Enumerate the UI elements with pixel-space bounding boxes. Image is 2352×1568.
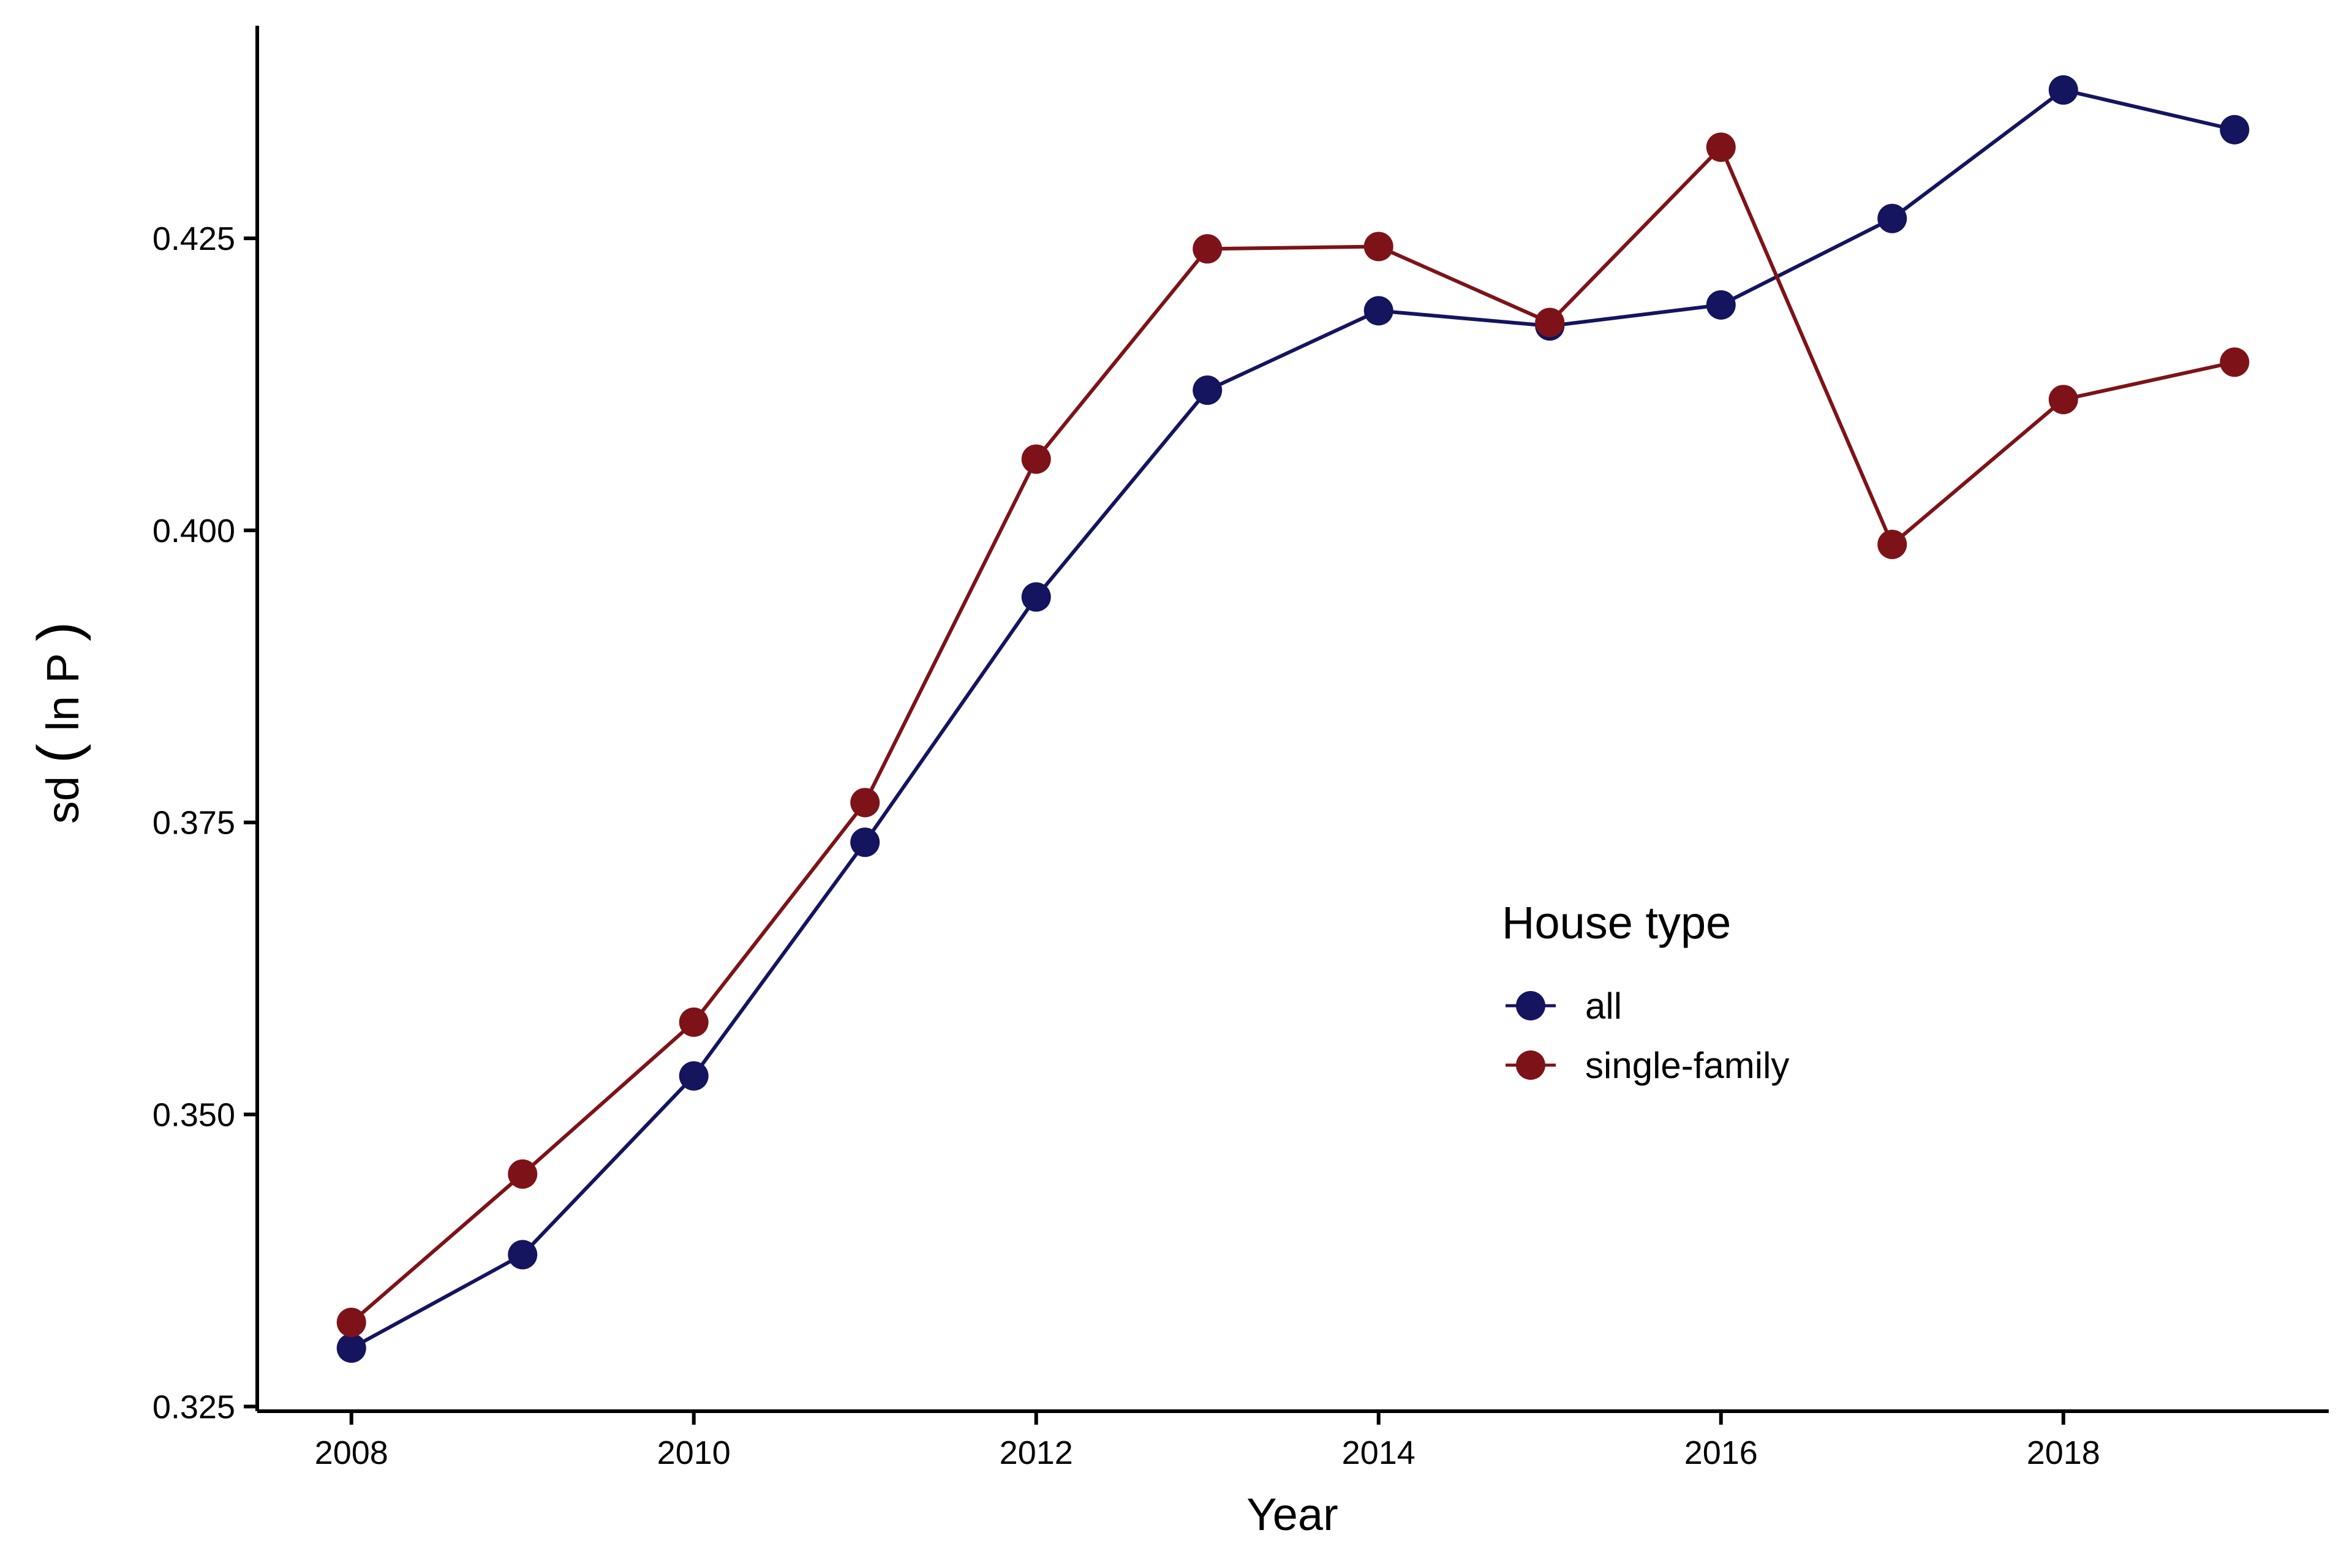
legend-item-all: all xyxy=(1506,986,1622,1027)
legend-label-all: all xyxy=(1585,986,1622,1027)
y-axis-title: sd ( ln P ) xyxy=(26,622,91,824)
data-point-all xyxy=(2048,75,2078,105)
y-tick-label: 0.400 xyxy=(153,513,235,549)
y-tick-label: 0.375 xyxy=(153,805,235,842)
data-point-all xyxy=(508,1240,538,1270)
data-point-single-family xyxy=(1021,444,1051,474)
series-line-all xyxy=(350,88,2235,1350)
data-point-single-family xyxy=(508,1159,538,1189)
series-single-family xyxy=(336,132,2250,1338)
plot-marks xyxy=(336,75,2250,1363)
data-point-all xyxy=(2220,115,2250,145)
data-point-single-family xyxy=(2048,385,2078,415)
legend-key-marker-single-family xyxy=(1516,1050,1545,1080)
y-axis-title-close-paren: ) xyxy=(26,622,91,641)
data-point-single-family xyxy=(1877,529,1907,559)
y-axis-title-prefix: sd xyxy=(37,776,88,824)
x-tick-label: 2012 xyxy=(1000,1434,1073,1471)
legend: House type all single-family xyxy=(1502,897,1789,1086)
y-tick-label: 0.350 xyxy=(153,1097,235,1134)
x-tick-label: 2014 xyxy=(1342,1434,1415,1471)
data-point-single-family xyxy=(850,788,880,818)
legend-item-single-family: single-family xyxy=(1506,1045,1789,1086)
data-point-all xyxy=(850,827,880,858)
x-axis-title: Year xyxy=(1246,1489,1338,1540)
x-tick-label: 2010 xyxy=(657,1434,731,1471)
y-tick-label: 0.325 xyxy=(153,1389,235,1425)
data-point-single-family xyxy=(1363,232,1393,262)
x-axis-ticks: 2008 2010 2012 2014 2016 2018 xyxy=(315,1411,2100,1471)
data-point-all xyxy=(1363,296,1393,326)
data-point-all xyxy=(1193,375,1223,405)
data-point-single-family xyxy=(336,1308,366,1338)
data-point-single-family xyxy=(1193,234,1223,264)
data-point-all xyxy=(679,1061,709,1091)
series-all xyxy=(336,75,2250,1363)
x-tick-label: 2018 xyxy=(2027,1434,2100,1471)
y-axis-ticks: 0.325 0.350 0.375 0.400 0.425 xyxy=(153,221,257,1425)
y-tick-label: 0.425 xyxy=(153,221,235,257)
y-axis-title-inner: ln P xyxy=(37,654,88,731)
x-tick-label: 2008 xyxy=(315,1434,388,1471)
data-point-single-family xyxy=(1706,132,1736,162)
data-point-single-family xyxy=(1535,307,1565,337)
data-point-all xyxy=(1021,582,1051,612)
series-line-single-family xyxy=(350,145,2235,1324)
y-axis-title-open-paren: ( xyxy=(26,744,91,763)
data-point-all xyxy=(336,1333,366,1363)
legend-title: House type xyxy=(1502,897,1731,948)
x-tick-label: 2016 xyxy=(1684,1434,1758,1471)
legend-key-marker-all xyxy=(1516,991,1545,1020)
data-point-all xyxy=(1877,203,1907,233)
legend-label-single-family: single-family xyxy=(1585,1045,1789,1086)
data-point-single-family xyxy=(2220,347,2250,377)
data-point-single-family xyxy=(679,1007,709,1037)
data-point-all xyxy=(1706,290,1736,320)
